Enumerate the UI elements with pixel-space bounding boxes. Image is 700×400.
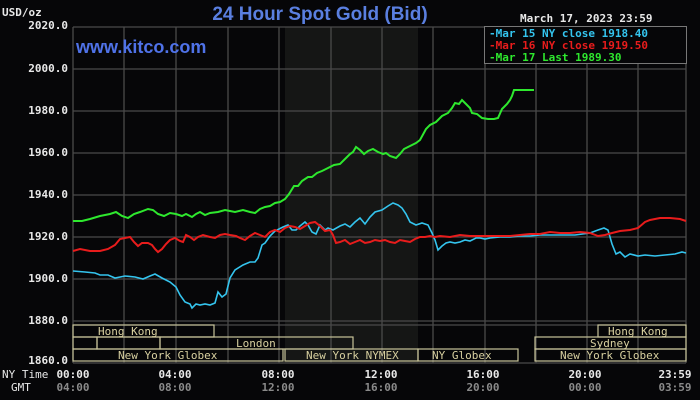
legend-item-mar17: -Mar 17 Last 1989.30 [489,51,622,64]
session-boxes [72,324,687,362]
session-hong-kong: Hong Kong [98,325,158,338]
x-tick-gmt-5: 00:00 [568,381,602,394]
y-tick-2020: 2020.0 [28,19,68,32]
session-sydney: Sydney [590,337,630,350]
legend-item-mar16: -Mar 16 NY close 1919.50 [489,39,648,52]
x-tick-ny-5: 20:00 [568,368,602,381]
session-ny-globex: New York Globex [118,349,218,362]
kitco-brand-link[interactable]: www.kitco.com [76,37,207,57]
y-tick-1960: 1960.0 [28,146,68,159]
legend-item-mar15: -Mar 15 NY close 1918.40 [489,27,648,40]
y-tick-1900: 1900.0 [28,272,68,285]
chart-datetime: March 17, 2023 23:59 [520,12,653,25]
session-london: London [236,337,276,350]
y-tick-2000: 2000.0 [28,62,68,75]
x-tick-gmt-4: 20:00 [466,381,500,394]
x-tick-ny-3: 12:00 [364,368,398,381]
chart-title: 24 Hour Spot Gold (Bid) [212,4,428,25]
session-ny-nymex: New York NYMEX [306,349,399,362]
y-tick-1980: 1980.0 [28,104,68,117]
x-tick-ny-4: 16:00 [466,368,500,381]
x-tick-gmt-0: 04:00 [56,381,90,394]
y-tick-1920: 1920.0 [28,230,68,243]
grid [72,26,687,364]
session-hong-kong-2: Hong Kong [608,325,668,338]
x-tick-ny-2: 08:00 [261,368,295,381]
y-tick-1880: 1880.0 [28,314,68,327]
x-tick-ny-1: 04:00 [158,368,192,381]
chart-legend: -Mar 15 NY close 1918.40 -Mar 16 NY clos… [484,26,687,64]
x-tick-ny-6: 23:59 [658,368,692,381]
gmt-label: GMT [11,381,31,394]
y-tick-1860: 1860.0 [28,354,68,367]
series-mar15 [72,202,687,310]
y-axis-unit: USD/oz [2,6,42,19]
y-tick-1940: 1940.0 [28,188,68,201]
series-mar16 [72,217,687,254]
x-tick-gmt-2: 12:00 [261,381,295,394]
session-ny-globex-short: NY Globex [432,349,492,362]
x-tick-gmt-6: 03:59 [658,381,692,394]
ny-time-label: NY Time [2,368,49,381]
session-ny-globex-2: New York Globex [560,349,660,362]
x-tick-gmt-1: 08:00 [158,381,192,394]
x-tick-gmt-3: 16:00 [364,381,398,394]
series-mar17 [73,89,534,222]
x-tick-ny-0: 00:00 [56,368,90,381]
